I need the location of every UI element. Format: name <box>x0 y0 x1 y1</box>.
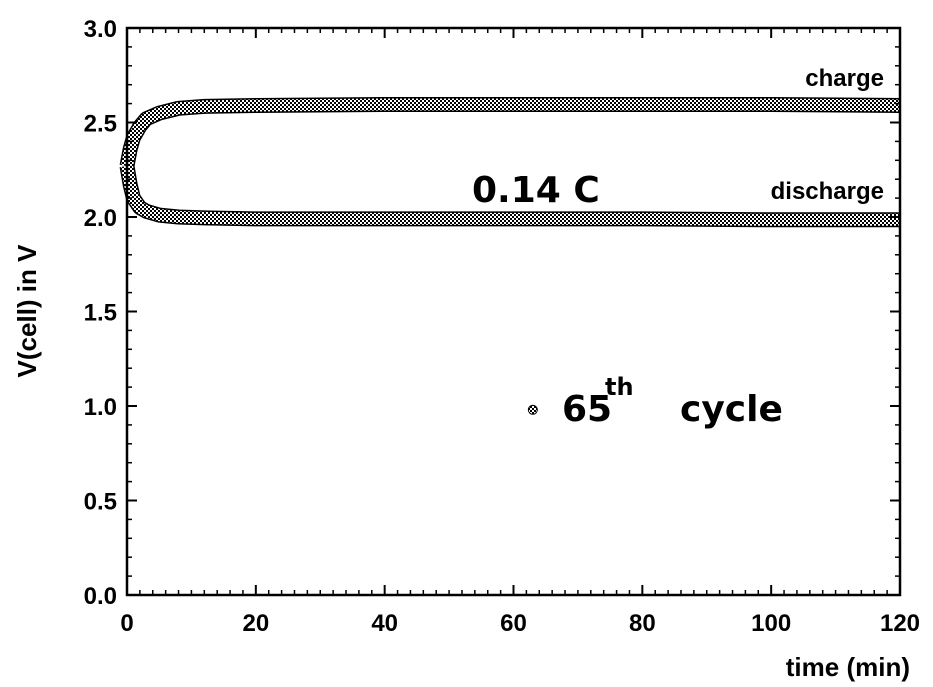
x-tick-label: 80 <box>629 610 656 637</box>
legend-marker <box>527 404 538 415</box>
y-axis-title: V(cell) in V <box>12 244 42 378</box>
series-charge-line <box>121 98 901 168</box>
x-tick-label: 120 <box>880 610 920 637</box>
y-tick-label: 1.0 <box>84 394 117 421</box>
series-layer <box>119 97 901 228</box>
y-tick-label: 2.0 <box>84 205 117 232</box>
x-tick-label: 100 <box>751 610 791 637</box>
x-tick-label: 40 <box>371 610 398 637</box>
x-tick-label: 20 <box>242 610 269 637</box>
plot-frame <box>125 26 902 597</box>
x-tick-label: 0 <box>120 610 133 637</box>
charge-label: charge <box>805 65 884 92</box>
y-tick-label: 3.0 <box>84 16 117 43</box>
legend-number: 65 <box>562 389 612 430</box>
y-tick-label: 0.5 <box>84 489 117 516</box>
labels-layer: 0 20 40 60 80 100 120 0.0 0.5 1.0 1.5 2.0 2.5 3.0 <box>84 16 920 637</box>
legend-superscript: th <box>605 373 634 401</box>
x-axis-title: time (min) <box>786 652 910 682</box>
x-tick-label: 60 <box>500 610 527 637</box>
legend-text: cycle <box>680 389 783 430</box>
rate-label: 0.14 C <box>472 170 600 211</box>
y-tick-label: 1.5 <box>84 300 117 327</box>
series-discharge-line <box>121 164 900 226</box>
y-tick-label: 0.0 <box>84 583 117 610</box>
series-charge-outline <box>119 97 901 168</box>
y-tick-label: 2.5 <box>84 111 117 138</box>
discharge-label: discharge <box>771 178 884 205</box>
